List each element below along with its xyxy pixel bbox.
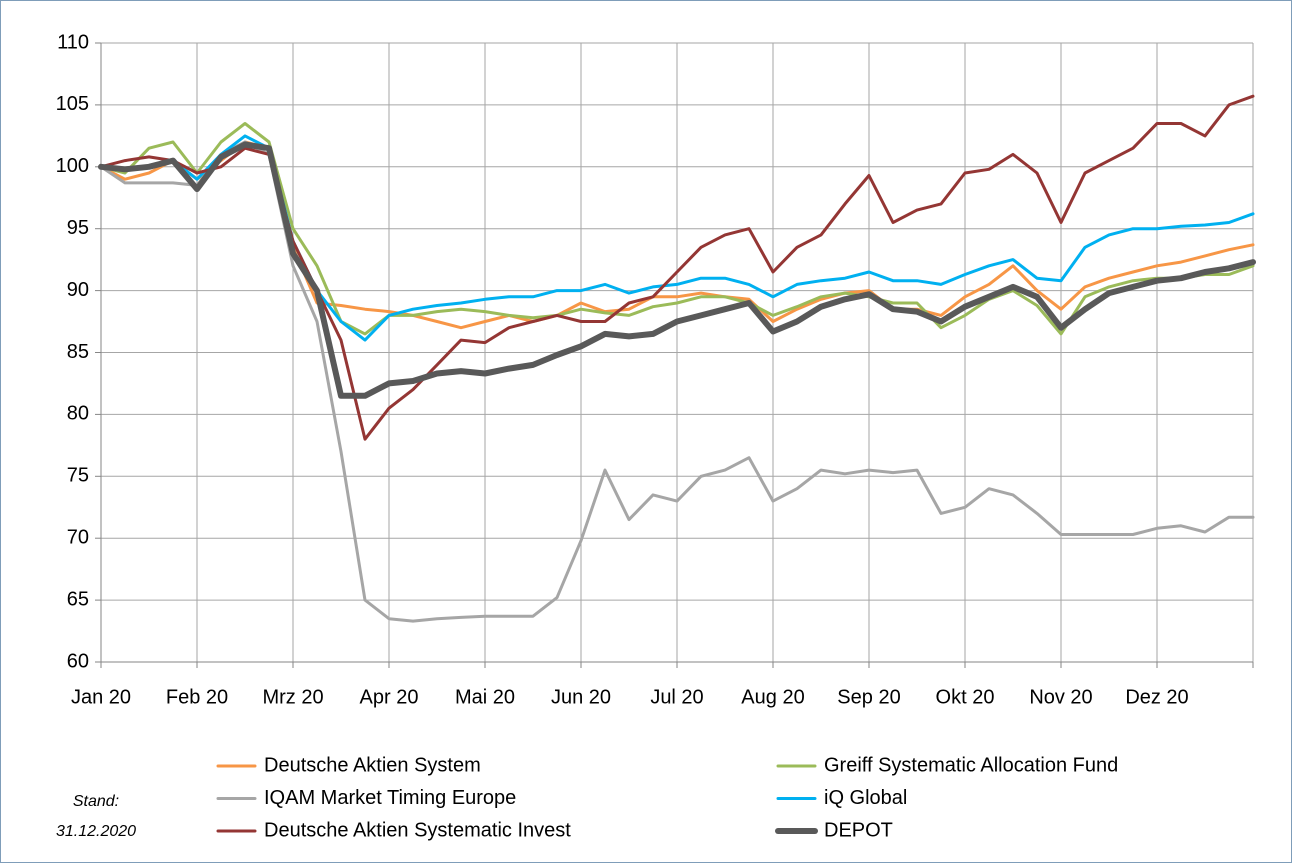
x-tick-label: Aug 20 [741,686,804,708]
y-tick-label: 110 [57,31,89,53]
line-series [98,141,1256,399]
y-tick-label: 75 [67,465,89,487]
x-tick-label: Nov 20 [1029,686,1092,708]
y-tick-label: 65 [67,588,89,610]
legend-label: Deutsche Aktien Systematic Invest [264,819,571,841]
legend-label: Greiff Systematic Allocation Fund [824,754,1118,776]
x-tick-label: Jan 20 [71,686,131,708]
annotation: 31.12.2020 [56,823,136,840]
legend-label: Deutsche Aktien System [264,754,481,776]
y-tick-label: 80 [67,403,89,425]
x-tick-label: Jul 20 [650,686,703,708]
x-tick-label: Feb 20 [166,686,228,708]
x-tick-label: Okt 20 [936,686,995,708]
x-tick-label: Dez 20 [1125,686,1188,708]
y-tick-label: 105 [56,93,89,115]
y-tick-label: 100 [56,155,89,177]
x-tick-label: Sep 20 [837,686,900,708]
x-tick-label: Mrz 20 [262,686,323,708]
x-tick-label: Apr 20 [360,686,419,708]
legend-label: iQ Global [824,787,907,809]
y-tick-label: 70 [67,526,89,548]
line-series [99,140,1255,623]
y-tick-label: 60 [67,650,89,672]
legend-label: IQAM Market Timing Europe [264,787,516,809]
line-series [99,122,1255,336]
y-tick-label: 95 [67,217,89,239]
annotation: Stand: [73,793,119,810]
x-tick-label: Mai 20 [455,686,515,708]
y-tick-label: 90 [67,279,89,301]
legend-label: DEPOT [824,819,893,841]
y-tick-label: 85 [67,341,89,363]
x-tick-label: Jun 20 [551,686,611,708]
